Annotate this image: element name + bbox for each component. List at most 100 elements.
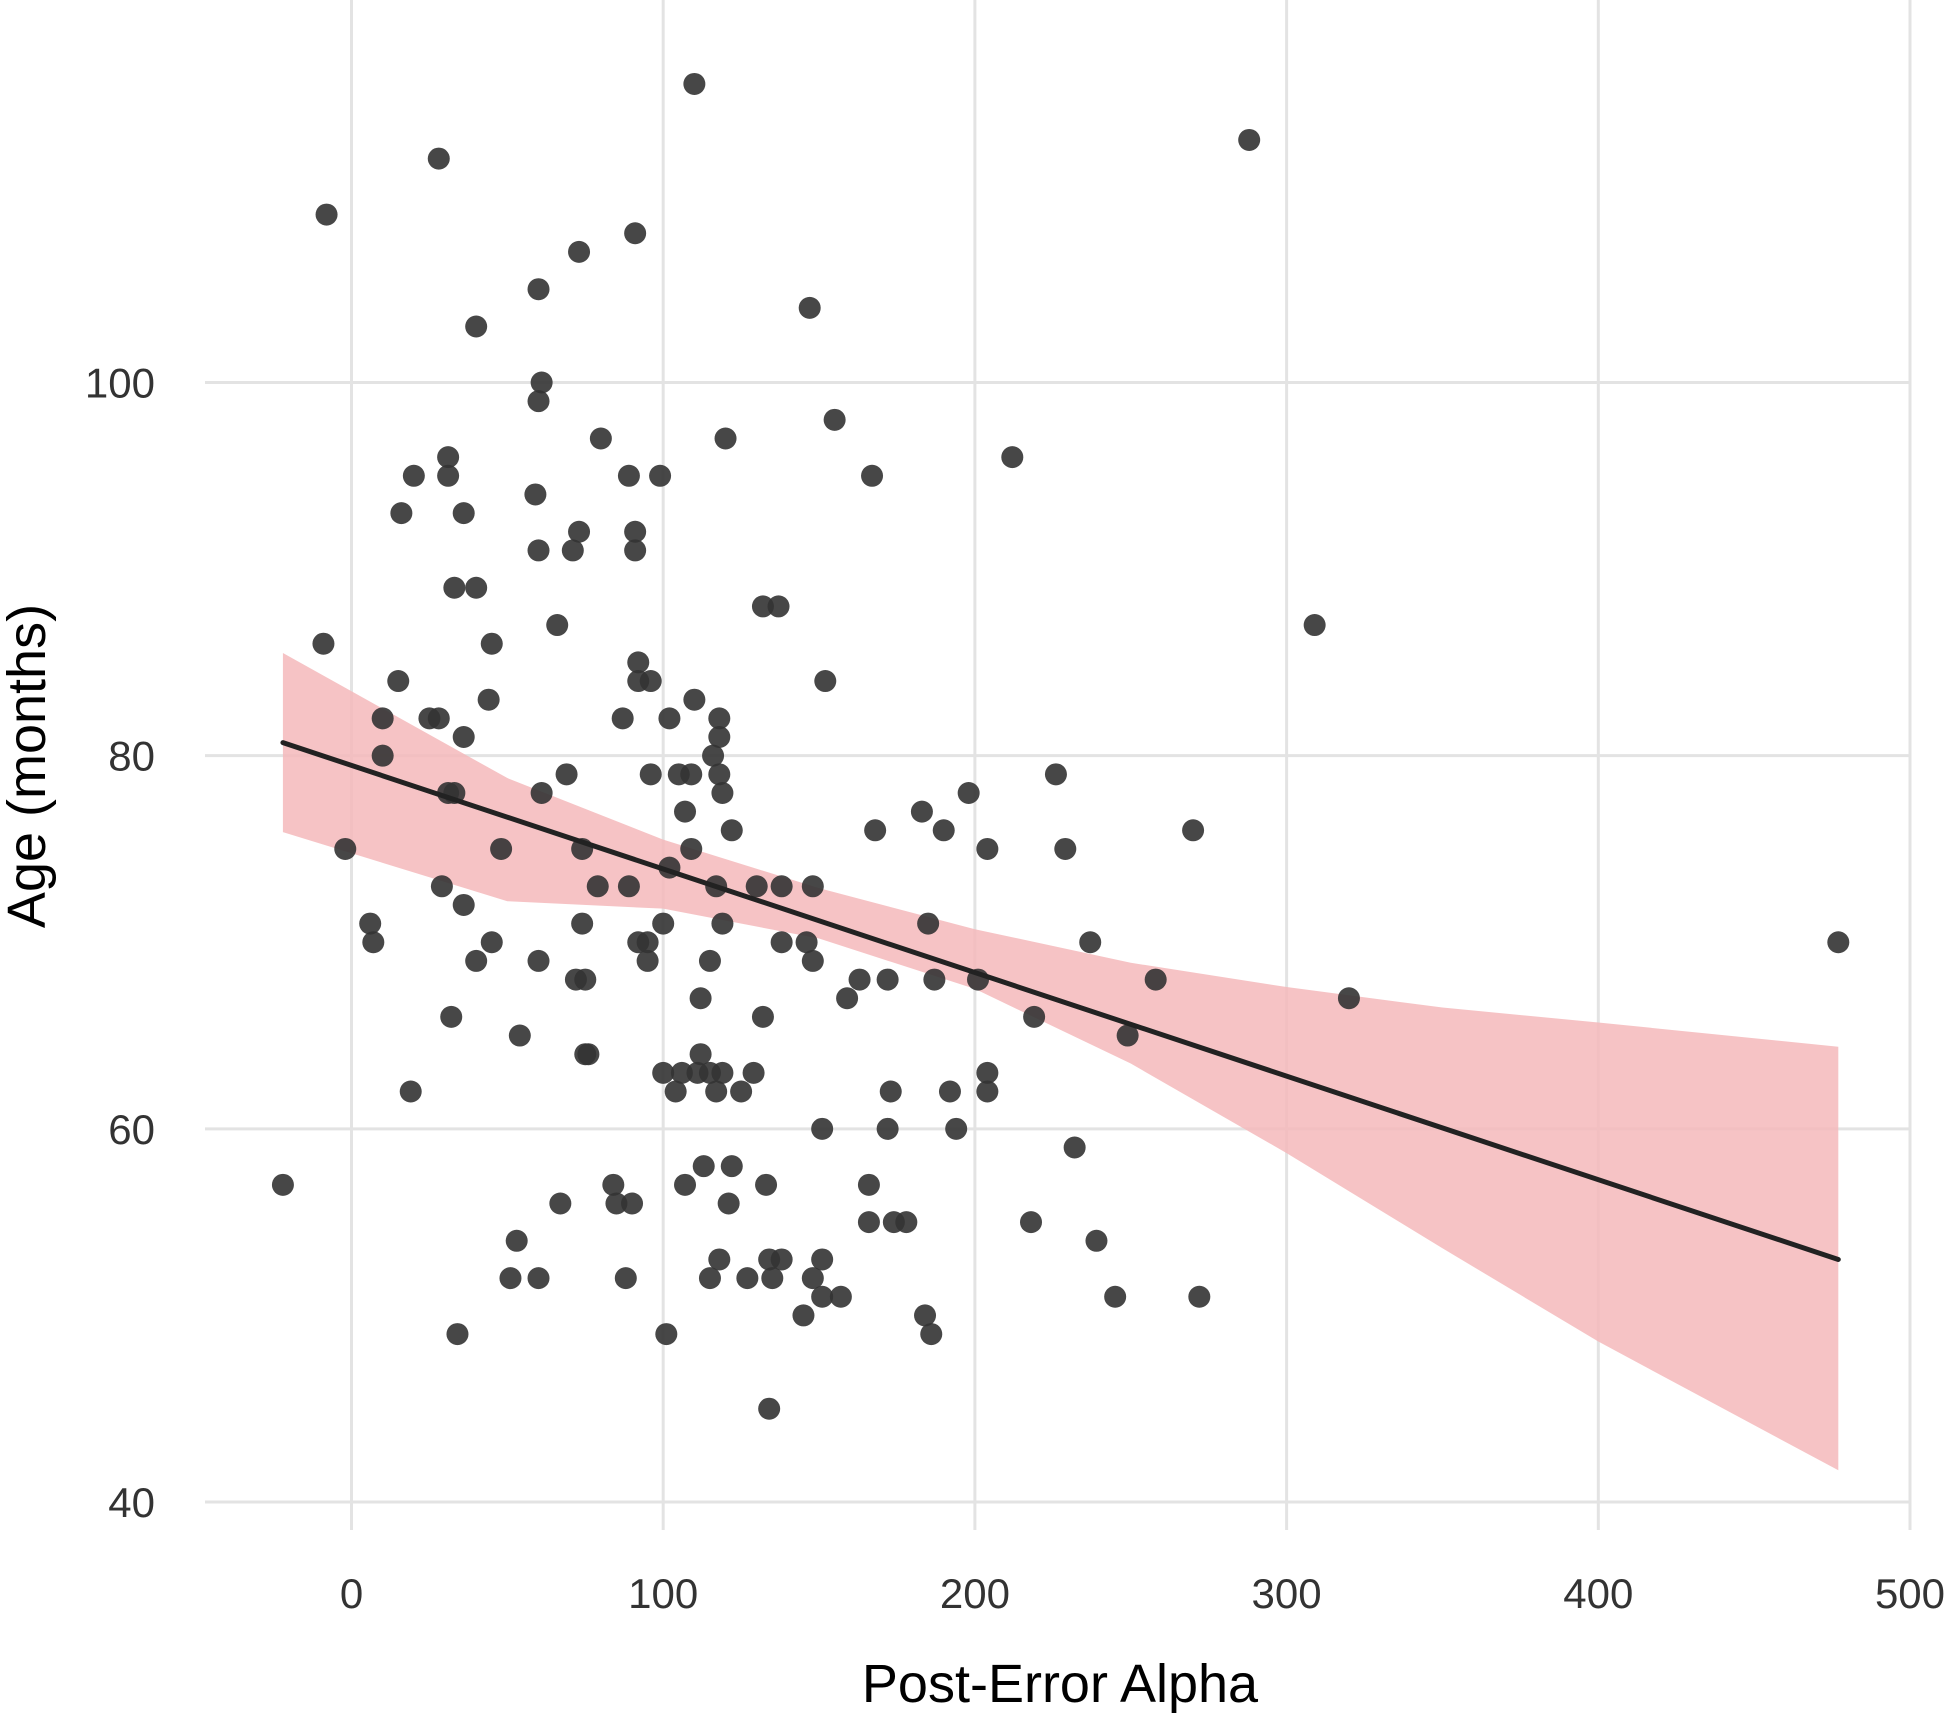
data-point — [334, 837, 357, 860]
data-point — [770, 931, 793, 954]
data-point — [652, 912, 675, 935]
data-point — [549, 1192, 572, 1215]
data-point — [823, 408, 846, 431]
data-point — [1144, 968, 1167, 991]
data-point — [730, 1080, 753, 1103]
data-point — [976, 837, 999, 860]
data-point — [767, 595, 790, 618]
data-point — [602, 1173, 625, 1196]
data-point — [895, 1211, 918, 1234]
data-point — [490, 837, 513, 860]
data-point — [480, 931, 503, 954]
data-point — [636, 949, 659, 972]
data-point — [574, 968, 597, 991]
data-point — [362, 931, 385, 954]
data-point — [945, 1117, 968, 1140]
data-point — [1079, 931, 1102, 954]
data-point — [829, 1285, 852, 1308]
data-point — [1827, 931, 1850, 954]
data-point — [920, 1323, 943, 1346]
data-point — [792, 1304, 815, 1327]
y-tick-label: 60 — [108, 1106, 155, 1153]
data-point — [736, 1267, 759, 1290]
y-tick-label: 80 — [108, 733, 155, 780]
data-point — [1238, 128, 1261, 151]
data-point — [720, 819, 743, 842]
x-tick-label: 400 — [1563, 1570, 1633, 1617]
data-point — [527, 1267, 550, 1290]
data-point — [617, 464, 640, 487]
data-point — [976, 1061, 999, 1084]
data-point — [430, 875, 453, 898]
data-point — [639, 670, 662, 693]
data-point — [655, 1323, 678, 1346]
data-point — [465, 315, 488, 338]
data-point — [708, 763, 731, 786]
data-point — [1303, 614, 1326, 637]
data-point — [649, 464, 672, 487]
data-point — [714, 427, 737, 450]
data-point — [811, 1117, 834, 1140]
data-point — [1104, 1285, 1127, 1308]
y-axis-title: Age (months) — [0, 604, 57, 928]
data-point — [427, 707, 450, 730]
data-point — [477, 688, 500, 711]
data-point — [652, 1061, 675, 1084]
data-point — [1023, 1005, 1046, 1028]
data-point — [708, 726, 731, 749]
data-point — [359, 912, 382, 935]
data-point — [1337, 987, 1360, 1010]
data-point — [443, 576, 466, 599]
data-point — [705, 1080, 728, 1103]
data-point — [527, 278, 550, 301]
data-point — [611, 707, 634, 730]
data-point — [770, 1248, 793, 1271]
data-point — [546, 614, 569, 637]
data-point — [1001, 446, 1024, 469]
data-point — [315, 203, 338, 226]
data-point — [698, 1267, 721, 1290]
y-axis-tick-labels: 40 60 80 100 — [85, 360, 155, 1527]
y-tick-label: 100 — [85, 360, 155, 407]
data-point — [527, 539, 550, 562]
data-point — [758, 1397, 781, 1420]
x-tick-label: 100 — [628, 1570, 698, 1617]
data-point — [437, 464, 460, 487]
y-tick-label: 40 — [108, 1479, 155, 1526]
data-point — [711, 781, 734, 804]
data-point — [751, 595, 774, 618]
data-point — [1188, 1285, 1211, 1308]
data-point — [624, 539, 647, 562]
data-point — [387, 670, 410, 693]
data-point — [674, 800, 697, 823]
data-point — [446, 1323, 469, 1346]
data-point — [876, 968, 899, 991]
data-point — [711, 1061, 734, 1084]
data-point — [795, 931, 818, 954]
data-point — [1116, 1024, 1139, 1047]
data-point — [1182, 819, 1205, 842]
x-axis-tick-labels: 0 100 200 300 400 500 — [340, 1570, 1945, 1617]
data-point — [798, 296, 821, 319]
data-point — [876, 1117, 899, 1140]
data-point — [452, 502, 475, 525]
data-point — [577, 1043, 600, 1066]
data-point — [689, 987, 712, 1010]
data-point — [814, 670, 837, 693]
data-point — [527, 390, 550, 413]
data-point — [571, 912, 594, 935]
data-point — [708, 1248, 731, 1271]
data-point — [717, 1192, 740, 1215]
data-point — [923, 968, 946, 991]
data-point — [680, 837, 703, 860]
data-point — [555, 763, 578, 786]
data-point — [711, 912, 734, 935]
data-point — [683, 688, 706, 711]
data-point — [976, 1080, 999, 1103]
data-point — [614, 1267, 637, 1290]
data-point — [371, 744, 394, 767]
x-tick-label: 0 — [340, 1570, 363, 1617]
data-point — [848, 968, 871, 991]
data-point — [658, 707, 681, 730]
data-point — [530, 371, 553, 394]
